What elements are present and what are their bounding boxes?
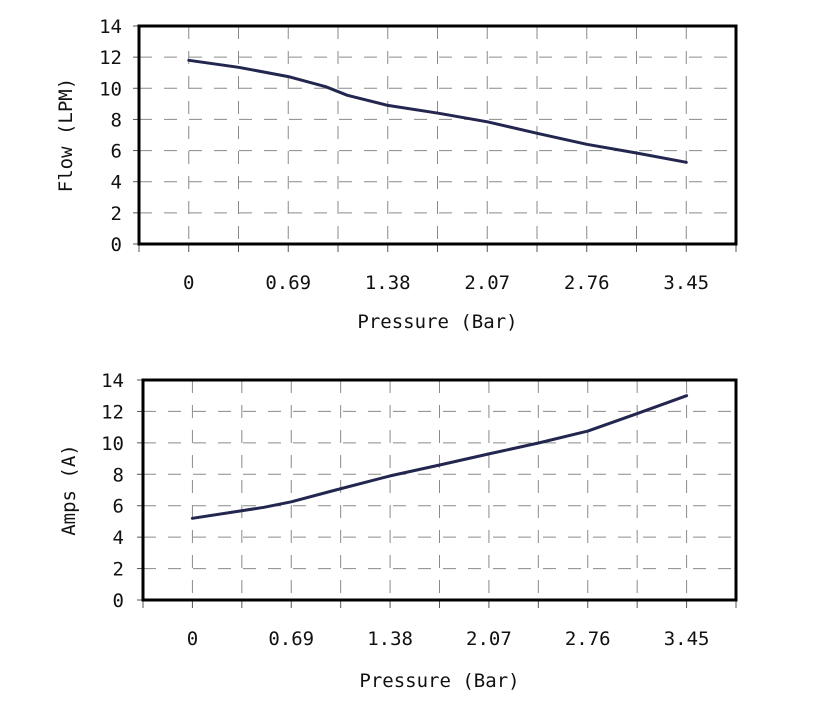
x-tick-label: 3.45 bbox=[663, 272, 709, 294]
x-tick-label: 3.45 bbox=[664, 628, 710, 650]
x-tick-label: 0 bbox=[183, 272, 194, 294]
x-tick-label: 2.07 bbox=[466, 628, 512, 650]
tick-marks bbox=[133, 25, 737, 252]
gridlines bbox=[143, 380, 736, 600]
y-tick-label: 2 bbox=[113, 559, 124, 581]
y-tick-label: 12 bbox=[99, 47, 122, 69]
y-tick-label: 4 bbox=[111, 172, 122, 194]
y-tick-label: 2 bbox=[111, 203, 122, 225]
y-tick-label: 12 bbox=[101, 401, 124, 423]
series-line-1 bbox=[190, 394, 689, 520]
y-tick-label: 0 bbox=[113, 590, 124, 612]
x-tick-label: 0 bbox=[187, 628, 198, 650]
x-tick-label: 0.69 bbox=[268, 628, 314, 650]
y-tick-label: 14 bbox=[101, 370, 124, 392]
x-tick-label: 1.38 bbox=[367, 628, 413, 650]
y-axis-title: Flow (LPM) bbox=[55, 78, 77, 192]
series-line-1 bbox=[187, 58, 688, 164]
y-tick-label: 4 bbox=[113, 527, 124, 549]
plot-frame bbox=[137, 24, 738, 246]
plot-frame bbox=[141, 378, 738, 602]
y-tick-label: 8 bbox=[111, 109, 122, 131]
chart-1: 0 0.69 1.38 2.07 2.76 3.45 0 2 4 6 8 10 12 14 Pressure… bbox=[55, 16, 738, 333]
x-tick-label: 2.76 bbox=[565, 628, 611, 650]
y-tick-label: 6 bbox=[113, 496, 124, 518]
x-tick-label: 2.76 bbox=[564, 272, 610, 294]
y-tick-label: 0 bbox=[111, 234, 122, 256]
x-axis-title: Pressure (Bar) bbox=[359, 670, 519, 692]
gridlines bbox=[139, 26, 736, 244]
tick-marks bbox=[137, 379, 737, 608]
y-axis-title: Amps (A) bbox=[58, 444, 80, 536]
chart-2: 0 0.69 1.38 2.07 2.76 3.45 0 2 4 6 8 10 12 14 Pressure… bbox=[58, 370, 738, 692]
y-tick-label: 10 bbox=[99, 78, 122, 100]
y-tick-label: 14 bbox=[99, 16, 122, 38]
x-axis-title: Pressure (Bar) bbox=[357, 311, 517, 333]
x-tick-label: 0.69 bbox=[265, 272, 311, 294]
y-tick-label: 10 bbox=[101, 433, 124, 455]
x-tick-label: 2.07 bbox=[464, 272, 510, 294]
x-tick-label: 1.38 bbox=[365, 272, 411, 294]
y-tick-label: 6 bbox=[111, 141, 122, 163]
y-tick-label: 8 bbox=[113, 464, 124, 486]
